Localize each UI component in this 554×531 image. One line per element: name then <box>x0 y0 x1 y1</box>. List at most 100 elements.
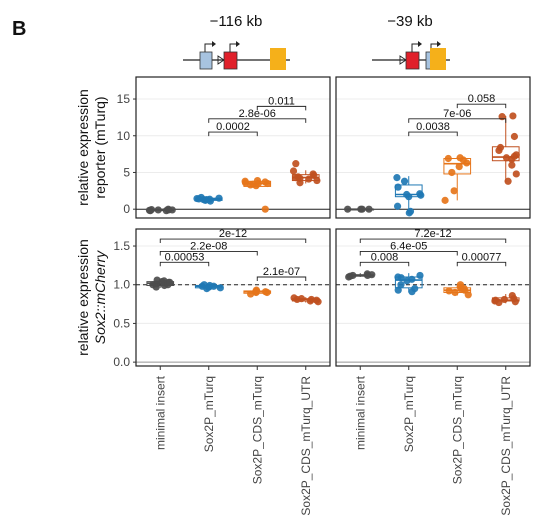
panel-0-1: 0.058 7e-060.0038 <box>335 76 531 219</box>
x-tick-label: minimal insert <box>153 375 167 450</box>
y-tick-label: 0.0 <box>113 355 130 369</box>
data-point <box>154 206 162 214</box>
data-point <box>456 154 464 162</box>
column-title-right: −39 kb <box>387 13 432 30</box>
data-point <box>166 278 174 287</box>
y-tick-label: 1.5 <box>113 239 130 253</box>
data-point <box>296 174 304 182</box>
data-point <box>216 284 224 292</box>
p-value-label: 2.1e-07 <box>263 266 300 278</box>
data-point <box>261 205 269 213</box>
y-tick-label: 0 <box>123 202 130 216</box>
p-value-label: 0.0038 <box>416 121 450 133</box>
data-point <box>261 178 269 186</box>
construct-schematic-right <box>372 41 450 70</box>
p-value-label: 2.2e-08 <box>190 240 227 252</box>
y-tick-label: 1.0 <box>113 278 130 292</box>
panel-border <box>135 76 331 219</box>
data-point <box>197 193 205 202</box>
data-point <box>510 132 519 141</box>
x-tick-label: Sox2P_CDS_mTurq <box>250 376 264 484</box>
data-point <box>394 183 402 191</box>
data-point <box>215 194 223 202</box>
data-point <box>500 295 508 304</box>
y-axis-title-line2: Sox2::mCherry <box>92 250 108 344</box>
data-point <box>406 207 415 215</box>
enhancer-box-icon <box>270 48 286 70</box>
data-point <box>416 190 424 198</box>
data-point <box>349 271 357 280</box>
data-point <box>444 154 452 163</box>
data-point <box>252 286 261 294</box>
promoter-arrowhead-icon <box>437 41 441 47</box>
p-value-label: 0.011 <box>268 95 295 107</box>
loxp-triangle-icon <box>217 55 225 65</box>
data-point <box>502 154 511 162</box>
comparison-bracket <box>159 238 307 244</box>
loxp-triangle-icon <box>399 55 407 65</box>
data-point <box>205 283 213 291</box>
comparison-bracket <box>208 131 258 137</box>
data-point <box>509 112 517 120</box>
y-tick-label: 5 <box>123 165 130 179</box>
data-point <box>289 167 298 175</box>
data-point <box>292 160 300 168</box>
mcherry-box-icon <box>405 51 420 70</box>
comparison-bracket <box>256 276 307 281</box>
data-point <box>153 276 161 284</box>
p-value-label: 2.8e-06 <box>239 108 276 120</box>
data-point <box>290 294 298 302</box>
data-point <box>504 177 512 185</box>
comparison-bracket <box>159 250 258 256</box>
x-tick-label: minimal insert <box>353 375 367 450</box>
p-value-label: 0.008 <box>371 251 399 263</box>
box-iqr <box>394 276 423 289</box>
p-value-label: 7e-06 <box>443 108 471 120</box>
promoter-arrow-icon <box>204 43 212 52</box>
data-point <box>512 170 520 178</box>
data-point <box>203 196 211 204</box>
data-point <box>400 177 409 185</box>
data-point <box>307 295 315 304</box>
data-point <box>253 176 262 185</box>
y-tick-label: 15 <box>117 92 131 106</box>
data-point <box>397 281 405 289</box>
data-point <box>445 287 453 295</box>
x-tick-label: Sox2P_CDS_mTurq_UTR <box>499 376 513 516</box>
data-point <box>393 202 402 210</box>
data-point <box>393 174 401 182</box>
promoter-arrow-icon <box>411 43 418 52</box>
data-point <box>246 181 255 189</box>
comparison-bracket <box>359 238 507 244</box>
data-point <box>508 161 516 169</box>
comparison-bracket <box>359 250 458 256</box>
mcherry-box-icon <box>223 51 238 70</box>
data-point <box>508 291 516 300</box>
x-tick-label: Sox2P_mTurq <box>402 376 416 452</box>
p-value-label: 2e-12 <box>219 228 247 240</box>
y-axis-title-line2: reporter (mTurq) <box>92 96 108 198</box>
x-tick-label: Sox2P_mTurq <box>202 376 216 452</box>
column-title-left: −116 kb <box>210 13 263 30</box>
y-axis-title-line1: relative expression <box>75 89 91 206</box>
data-point <box>394 273 402 281</box>
data-point <box>344 205 352 213</box>
data-point <box>363 270 371 278</box>
comparison-bracket <box>456 103 507 109</box>
panel-border <box>335 228 531 367</box>
p-value-label: 0.058 <box>468 93 496 105</box>
data-point <box>305 175 313 183</box>
comparison-bracket <box>408 118 507 123</box>
enhancer-box-icon <box>430 48 446 70</box>
data-point <box>411 284 419 293</box>
comparison-bracket <box>408 131 458 137</box>
data-point <box>491 297 499 305</box>
construct-schematic-left <box>183 41 290 70</box>
p-value-label: 6.4e-05 <box>390 240 427 252</box>
data-point <box>455 162 463 171</box>
data-point <box>458 285 466 293</box>
data-point <box>512 151 520 159</box>
